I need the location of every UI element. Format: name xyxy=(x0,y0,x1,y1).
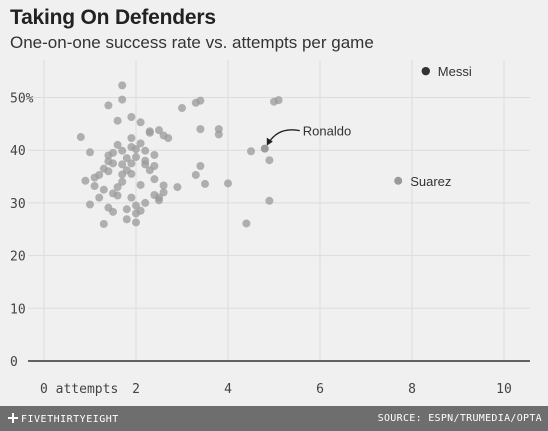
data-point xyxy=(265,156,274,165)
data-point xyxy=(132,209,140,218)
data-point xyxy=(196,162,205,171)
data-point xyxy=(122,215,131,224)
data-point xyxy=(214,130,223,139)
data-point xyxy=(265,196,274,205)
data-point xyxy=(196,96,205,105)
data-point xyxy=(76,133,85,142)
data-point xyxy=(155,196,163,205)
data-point xyxy=(141,160,150,169)
label-suarez: Suarez xyxy=(410,174,451,189)
highlight-point-ronaldo xyxy=(260,144,269,153)
data-point xyxy=(118,81,127,90)
data-point xyxy=(109,207,117,216)
data-point xyxy=(164,134,173,143)
data-point xyxy=(104,101,113,110)
data-point xyxy=(173,183,182,192)
data-point xyxy=(145,166,154,175)
grid-lines xyxy=(28,60,530,362)
data-points xyxy=(76,81,283,228)
data-point xyxy=(118,160,127,169)
data-point xyxy=(136,180,145,189)
data-point xyxy=(155,126,163,135)
data-point xyxy=(150,150,159,159)
x-tick-label: 0 attempts xyxy=(40,382,118,397)
data-point xyxy=(132,153,140,162)
y-tick-label: 40 xyxy=(10,144,26,159)
data-point xyxy=(122,154,131,163)
data-point xyxy=(99,185,108,194)
data-point xyxy=(145,127,154,136)
data-point xyxy=(90,182,99,191)
data-point xyxy=(132,201,140,210)
data-point xyxy=(127,159,136,168)
data-point xyxy=(95,193,104,202)
ronaldo-arrowhead-icon xyxy=(266,137,273,146)
data-point xyxy=(159,181,168,190)
brand-mark-icon xyxy=(8,413,18,423)
data-point xyxy=(95,170,104,179)
data-point xyxy=(86,200,94,209)
chart-subtitle: One-on-one success rate vs. attempts per… xyxy=(10,33,374,52)
data-point xyxy=(136,139,145,148)
scatter-chart: 0 10 20 30 40 50% 0 attempts 2 4 6 8 10 Messi Ronal… xyxy=(10,60,530,397)
data-point xyxy=(136,118,145,127)
y-tick-label: 30 xyxy=(10,197,26,212)
data-point xyxy=(159,188,168,197)
data-point xyxy=(132,218,140,227)
data-point xyxy=(118,177,127,186)
data-point xyxy=(191,170,200,179)
data-point xyxy=(99,219,108,228)
data-point xyxy=(86,148,94,157)
data-point xyxy=(242,219,251,228)
data-point xyxy=(150,175,159,184)
y-tick-label: 50% xyxy=(10,92,34,107)
data-point xyxy=(122,166,131,175)
data-point xyxy=(104,167,113,176)
data-point xyxy=(109,148,117,157)
data-point xyxy=(196,125,205,134)
data-point xyxy=(113,183,122,192)
data-point xyxy=(224,179,232,188)
y-tick-labels: 0 10 20 30 40 50% xyxy=(10,92,34,371)
x-tick-labels: 0 attempts 2 4 6 8 10 xyxy=(40,382,512,397)
label-messi: Messi xyxy=(438,64,472,79)
x-tick-label: 6 xyxy=(316,382,324,397)
data-point xyxy=(141,198,150,207)
y-tick-label: 20 xyxy=(10,250,26,265)
x-tick-label: 10 xyxy=(496,382,512,397)
data-point xyxy=(201,179,209,188)
y-tick-label: 0 xyxy=(10,355,18,370)
x-tick-label: 4 xyxy=(224,382,232,397)
highlight-point-suarez xyxy=(394,176,403,185)
ronaldo-arrow xyxy=(268,129,300,143)
data-point xyxy=(113,140,122,149)
data-point xyxy=(122,205,131,214)
data-point xyxy=(247,147,255,156)
footer-bar: FIVETHIRTYEIGHT SOURCE: ESPN/TRUMEDIA/OP… xyxy=(0,406,548,431)
highlight-point-messi xyxy=(421,66,430,76)
data-point xyxy=(127,193,136,202)
brand-name: FIVETHIRTYEIGHT xyxy=(21,414,119,425)
highlighted-points: Messi Ronaldo Suarez xyxy=(260,64,472,189)
x-tick-label: 8 xyxy=(408,382,416,397)
data-point xyxy=(127,134,136,143)
chart-title: Taking On Defenders xyxy=(10,6,216,29)
data-point xyxy=(113,116,122,125)
x-tick-label: 2 xyxy=(132,382,140,397)
label-ronaldo: Ronaldo xyxy=(303,124,351,139)
source-credit: SOURCE: ESPN/TRUMEDIA/OPTA xyxy=(377,413,542,424)
data-point xyxy=(118,146,127,155)
data-point xyxy=(104,157,113,166)
data-point xyxy=(127,112,136,121)
data-point xyxy=(127,143,136,152)
data-point xyxy=(109,189,117,198)
y-tick-label: 10 xyxy=(10,302,26,317)
data-point xyxy=(274,96,283,105)
data-point xyxy=(150,190,159,199)
data-point xyxy=(141,146,150,155)
data-point xyxy=(81,176,90,185)
data-point xyxy=(118,95,127,104)
brand-logo: FIVETHIRTYEIGHT xyxy=(8,413,119,425)
data-point xyxy=(178,104,186,113)
